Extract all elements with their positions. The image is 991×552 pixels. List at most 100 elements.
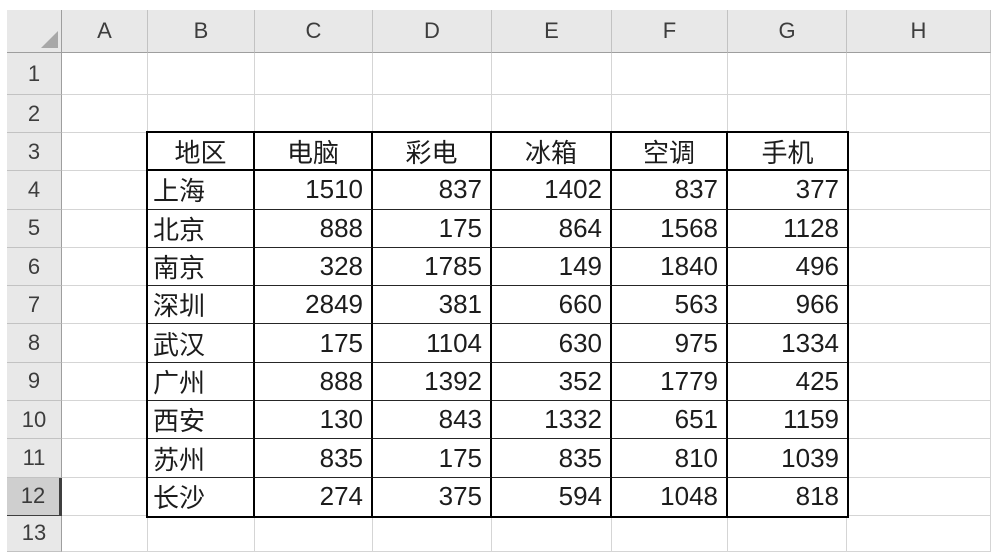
column-header-D[interactable]: D <box>373 10 492 53</box>
cell-H10[interactable] <box>847 401 991 440</box>
cell-F9[interactable]: 1779 <box>612 362 728 402</box>
cell-G4[interactable]: 377 <box>728 171 847 210</box>
cell-F13[interactable] <box>612 515 728 552</box>
cell-D5[interactable]: 175 <box>373 209 492 248</box>
cell-D7[interactable]: 381 <box>373 286 492 325</box>
cell-B11[interactable]: 苏州 <box>148 439 255 478</box>
cell-E9[interactable]: 352 <box>492 362 612 402</box>
cell-G8[interactable]: 1334 <box>728 324 847 363</box>
row-header-4[interactable]: 4 <box>7 171 62 210</box>
cell-F1[interactable] <box>612 53 728 95</box>
cell-C1[interactable] <box>255 53 373 95</box>
cell-E1[interactable] <box>492 53 612 95</box>
cell-H1[interactable] <box>847 53 991 95</box>
cell-A12[interactable] <box>62 477 148 516</box>
cell-B6[interactable]: 南京 <box>148 247 255 287</box>
cell-D2[interactable] <box>373 95 492 133</box>
cell-B9[interactable]: 广州 <box>148 362 255 402</box>
cell-G12[interactable]: 818 <box>728 477 847 516</box>
cell-A3[interactable] <box>62 133 148 172</box>
cell-F12[interactable]: 1048 <box>612 477 728 516</box>
cell-G7[interactable]: 966 <box>728 286 847 325</box>
cell-G11[interactable]: 1039 <box>728 439 847 478</box>
cell-C13[interactable] <box>255 515 373 552</box>
column-header-B[interactable]: B <box>148 10 255 53</box>
cell-D4[interactable]: 837 <box>373 171 492 210</box>
cell-E5[interactable]: 864 <box>492 209 612 248</box>
row-header-5[interactable]: 5 <box>7 209 62 248</box>
cell-H5[interactable] <box>847 209 991 248</box>
cell-H6[interactable] <box>847 247 991 287</box>
cell-C9[interactable]: 888 <box>255 362 373 402</box>
cell-A7[interactable] <box>62 286 148 325</box>
cell-G2[interactable] <box>728 95 847 133</box>
cell-C6[interactable]: 328 <box>255 247 373 287</box>
cell-G6[interactable]: 496 <box>728 247 847 287</box>
table-header-computer[interactable]: 电脑 <box>255 133 373 172</box>
cell-G1[interactable] <box>728 53 847 95</box>
row-header-9[interactable]: 9 <box>7 362 62 402</box>
cell-C8[interactable]: 175 <box>255 324 373 363</box>
cell-E2[interactable] <box>492 95 612 133</box>
cell-E4[interactable]: 1402 <box>492 171 612 210</box>
cell-A6[interactable] <box>62 247 148 287</box>
row-header-1[interactable]: 1 <box>7 53 62 95</box>
cell-A2[interactable] <box>62 95 148 133</box>
select-all-button[interactable] <box>7 10 62 53</box>
cell-F7[interactable]: 563 <box>612 286 728 325</box>
row-header-3[interactable]: 3 <box>7 133 62 172</box>
cell-A9[interactable] <box>62 362 148 402</box>
cell-H9[interactable] <box>847 362 991 402</box>
cell-A11[interactable] <box>62 439 148 478</box>
cell-C7[interactable]: 2849 <box>255 286 373 325</box>
cell-E13[interactable] <box>492 515 612 552</box>
cell-F10[interactable]: 651 <box>612 401 728 440</box>
cell-B7[interactable]: 深圳 <box>148 286 255 325</box>
cell-D12[interactable]: 375 <box>373 477 492 516</box>
cell-E10[interactable]: 1332 <box>492 401 612 440</box>
column-header-F[interactable]: F <box>612 10 728 53</box>
cell-B8[interactable]: 武汉 <box>148 324 255 363</box>
cell-D9[interactable]: 1392 <box>373 362 492 402</box>
cell-A4[interactable] <box>62 171 148 210</box>
cell-F5[interactable]: 1568 <box>612 209 728 248</box>
cell-B13[interactable] <box>148 515 255 552</box>
cell-H7[interactable] <box>847 286 991 325</box>
cell-G9[interactable]: 425 <box>728 362 847 402</box>
cell-B10[interactable]: 西安 <box>148 401 255 440</box>
cell-E8[interactable]: 630 <box>492 324 612 363</box>
cell-E12[interactable]: 594 <box>492 477 612 516</box>
cell-C2[interactable] <box>255 95 373 133</box>
row-header-10[interactable]: 10 <box>7 401 62 440</box>
cell-H13[interactable] <box>847 515 991 552</box>
cell-A1[interactable] <box>62 53 148 95</box>
column-header-G[interactable]: G <box>728 10 847 53</box>
cell-H3[interactable] <box>847 133 991 172</box>
cell-G10[interactable]: 1159 <box>728 401 847 440</box>
cell-A5[interactable] <box>62 209 148 248</box>
cell-D13[interactable] <box>373 515 492 552</box>
cell-B12[interactable]: 长沙 <box>148 477 255 516</box>
cell-H4[interactable] <box>847 171 991 210</box>
cell-E11[interactable]: 835 <box>492 439 612 478</box>
cell-C12[interactable]: 274 <box>255 477 373 516</box>
cell-D10[interactable]: 843 <box>373 401 492 440</box>
cell-D1[interactable] <box>373 53 492 95</box>
table-header-region[interactable]: 地区 <box>148 133 255 172</box>
cell-A13[interactable] <box>62 515 148 552</box>
cell-B4[interactable]: 上海 <box>148 171 255 210</box>
cell-H12[interactable] <box>847 477 991 516</box>
cell-C11[interactable]: 835 <box>255 439 373 478</box>
table-header-air-conditioner[interactable]: 空调 <box>612 133 728 172</box>
cell-F6[interactable]: 1840 <box>612 247 728 287</box>
cell-F4[interactable]: 837 <box>612 171 728 210</box>
column-header-A[interactable]: A <box>62 10 148 53</box>
column-header-E[interactable]: E <box>492 10 612 53</box>
table-header-fridge[interactable]: 冰箱 <box>492 133 612 172</box>
column-header-H[interactable]: H <box>847 10 991 53</box>
cell-G5[interactable]: 1128 <box>728 209 847 248</box>
table-header-phone[interactable]: 手机 <box>728 133 847 172</box>
row-header-7[interactable]: 7 <box>7 286 62 325</box>
cell-D8[interactable]: 1104 <box>373 324 492 363</box>
cell-C10[interactable]: 130 <box>255 401 373 440</box>
